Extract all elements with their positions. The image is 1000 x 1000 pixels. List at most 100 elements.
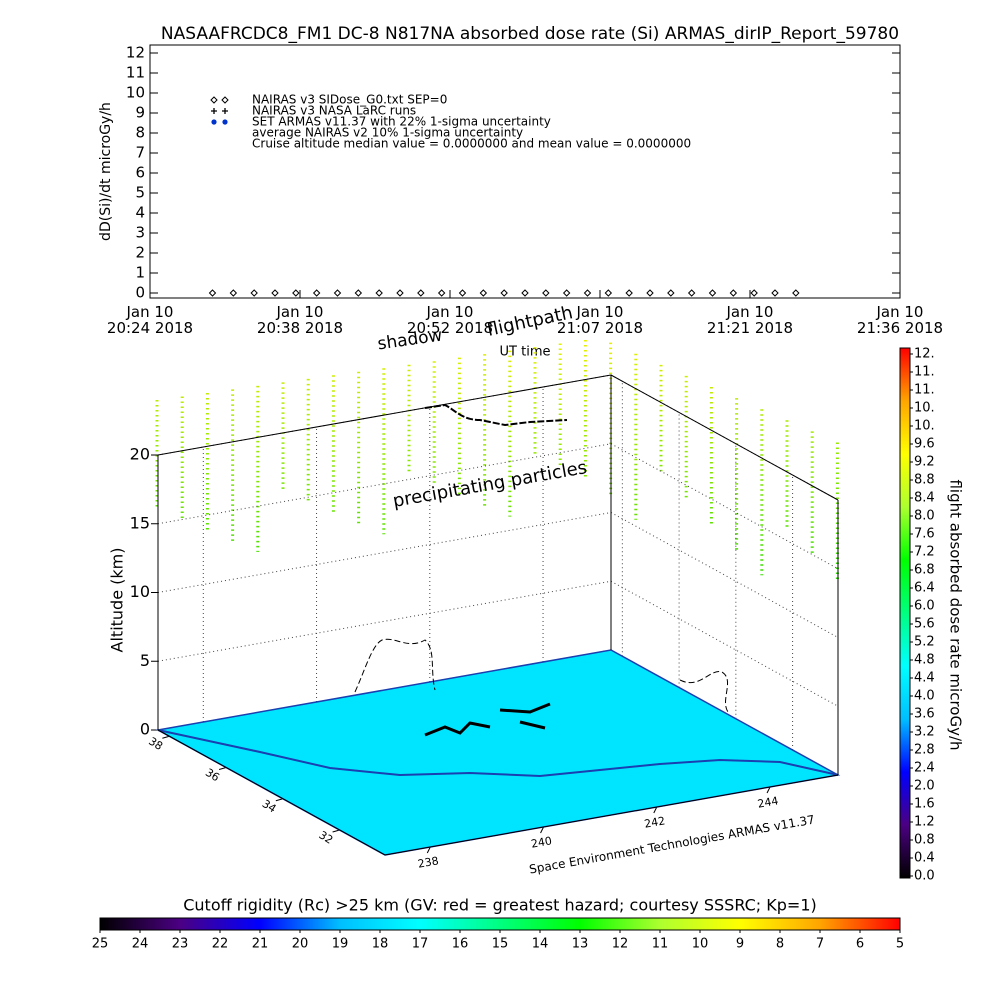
data-point — [354, 289, 363, 297]
data-point — [479, 289, 488, 297]
lat-tick — [332, 829, 340, 833]
flightpath-line — [424, 403, 568, 427]
colorbar-tick-label: 22 — [212, 937, 229, 952]
colorbar-tick-label: 20 — [292, 937, 309, 952]
colorbar-tick-label: 4.0 — [914, 689, 935, 704]
colorbar-tick-label: 6.8 — [914, 563, 935, 578]
axis-line — [384, 774, 839, 856]
x-tick-label: Jan 10 20:24 2018 — [106, 303, 194, 337]
colorbar-tick-label: 7.2 — [914, 545, 935, 560]
legend-label: NAIRAS v3 SIDose_G0.txt SEP=0 — [252, 93, 447, 107]
y-tick-label: 2 — [135, 244, 145, 262]
colorbar-tick-label: 13 — [572, 937, 589, 952]
grid-line — [157, 512, 612, 593]
data-point — [625, 289, 633, 297]
colorbar-tick-label: 8.4 — [914, 491, 935, 506]
y-tick-label: 8 — [135, 124, 145, 142]
data-point — [771, 289, 779, 297]
x-tick-label: Jan 10 21:36 2018 — [856, 303, 944, 337]
map-features — [424, 702, 551, 737]
z-tick-label: 15 — [130, 513, 150, 532]
grid-line — [610, 443, 839, 570]
data-point — [729, 289, 738, 297]
lat-tick — [162, 735, 170, 739]
lat-tick-label: 32 — [316, 828, 335, 846]
y-tick-label: 12 — [126, 44, 145, 62]
data-point — [542, 289, 550, 297]
data-point — [417, 289, 425, 297]
legend-marker — [222, 108, 228, 114]
data-point — [375, 289, 383, 297]
colorbar-tick-label: 23 — [172, 937, 189, 952]
colorbar-tick-label: 9 — [736, 937, 744, 952]
colorbar-tick-label: 0.8 — [914, 833, 935, 848]
data-point — [396, 289, 404, 297]
data-point — [292, 289, 300, 297]
colorbar-tick-label: 9.2 — [914, 455, 935, 470]
colorbar-tick-label: 6.4 — [914, 581, 935, 596]
x-axis-label: UT time — [500, 345, 551, 360]
plot-frame — [149, 44, 901, 299]
data-point — [750, 289, 758, 297]
colorbar-tick-label: 7 — [816, 937, 824, 952]
data-point — [437, 289, 446, 297]
data-point — [458, 289, 467, 297]
data-point — [562, 289, 571, 297]
axis-line — [610, 374, 839, 501]
lat-tick — [218, 767, 227, 770]
chart-title: NASAAFRCDC8_FM1 DC-8 N817NA absorbed dos… — [161, 24, 899, 44]
data-point — [229, 289, 238, 297]
legend-label: average NAIRAS v2 10% 1-sigma uncertaint… — [252, 126, 523, 140]
annotation: precipitating particles — [391, 457, 588, 512]
data-point — [250, 289, 258, 297]
colorbar-label: flight absorbed dose rate microGy/h — [947, 479, 965, 750]
axis-line — [157, 729, 386, 856]
colorbar-tick-label: 2.8 — [914, 743, 935, 758]
shadow-contour — [679, 671, 729, 713]
data-point — [667, 289, 675, 297]
legend-label: SET ARMAS v11.37 with 22% 1-sigma uncert… — [252, 115, 551, 129]
y-tick-label: 10 — [126, 84, 145, 102]
colorbar-tick-label: 11. — [914, 365, 935, 380]
data-point — [521, 289, 529, 297]
shadow-contour — [354, 638, 436, 693]
colorbar-tick-label: 6.0 — [914, 599, 935, 614]
data-point — [792, 289, 800, 297]
y-tick-label: 11 — [126, 64, 145, 82]
y-tick-label: 7 — [135, 144, 145, 162]
colorbar-tick-label: 1.2 — [914, 815, 935, 830]
lon-tick — [540, 826, 544, 834]
y-axis-label: dD(Si)/dt microGy/h — [98, 102, 114, 241]
colorbar-tick-label: 5.6 — [914, 617, 935, 632]
colorbar-tick-label: 10. — [914, 419, 935, 434]
y-tick-label: 1 — [135, 264, 145, 282]
colorbar-tick-label: 14 — [532, 937, 549, 952]
colorbar-tick-label: 2.4 — [914, 761, 935, 776]
y-tick-label: 0 — [135, 284, 145, 302]
colorbar-tick-label: 8 — [776, 937, 784, 952]
coastline — [157, 729, 839, 778]
z-tick-label: 20 — [130, 445, 150, 464]
x-tick-label: Jan 10 20:52 2018 — [406, 303, 494, 337]
y-tick-label: 5 — [135, 184, 145, 202]
data-point — [208, 289, 217, 297]
y-tick-label: 6 — [135, 164, 145, 182]
grid-line — [610, 512, 839, 638]
colorbar-tick-label: 7.6 — [914, 527, 935, 542]
colorbar-tick-label: 5 — [896, 937, 904, 952]
colorbar-tick-label: 24 — [132, 937, 149, 952]
z-tick-label: 0 — [140, 720, 150, 739]
lon-tick-label: 244 — [756, 794, 779, 810]
grid-line — [157, 443, 612, 525]
colorbar-tick-label: 8.8 — [914, 473, 935, 488]
colorbar-tick-label: 0.0 — [914, 869, 935, 884]
colorbar-tick-label: 2.0 — [914, 779, 935, 794]
colorbar-tick-label: 11. — [914, 383, 935, 398]
y-tick-label: 9 — [135, 104, 145, 122]
lon-tick-label: 242 — [643, 814, 666, 830]
data-point — [708, 289, 717, 297]
x-tick-label: Jan 10 21:07 2018 — [556, 303, 644, 337]
legend-label: Cruise altitude median value = 0.0000000… — [252, 137, 691, 151]
